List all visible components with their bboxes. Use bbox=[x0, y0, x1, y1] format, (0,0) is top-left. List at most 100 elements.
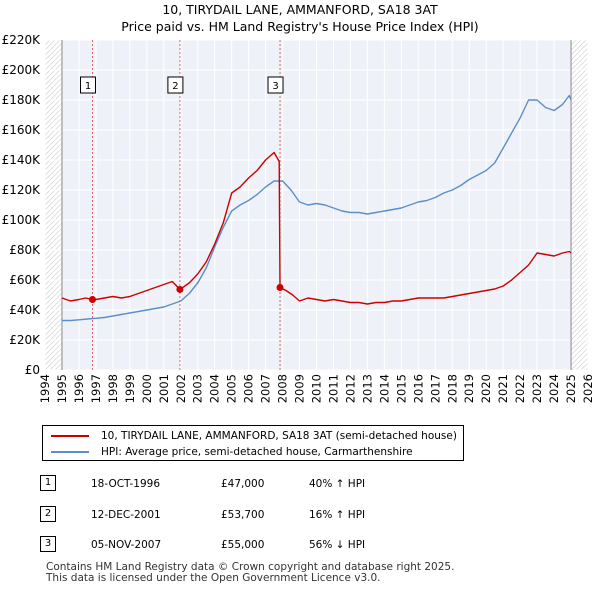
x-tick-label: 2006 bbox=[242, 374, 256, 403]
price-chart: £0 £20K £40K £60K £80K £100K £120K £140K £160K £1… bbox=[2, 33, 595, 403]
hatch-line bbox=[44, 77, 63, 96]
legend: 10, TIRYDAIL LANE, AMMANFORD, SA18 3AT (… bbox=[42, 425, 464, 461]
hatch-line bbox=[44, 182, 63, 201]
x-tick-label: 2003 bbox=[191, 374, 205, 403]
hatch-line bbox=[570, 317, 589, 336]
hatch-line bbox=[570, 217, 589, 236]
hatch-line bbox=[44, 87, 63, 106]
sale-point-1 bbox=[89, 296, 97, 303]
hatch-line bbox=[570, 142, 589, 161]
hatch-line bbox=[570, 82, 589, 101]
x-tick-label: 1996 bbox=[72, 374, 86, 403]
hatch-line bbox=[44, 47, 63, 66]
y-tick-label: £0 bbox=[25, 363, 40, 377]
table-hpi: 40% ↑ HPI bbox=[309, 478, 366, 490]
x-tick-label: 1995 bbox=[55, 374, 69, 403]
y-tick-label: £140K bbox=[2, 153, 42, 167]
hatch-line bbox=[570, 67, 589, 86]
hatch-line bbox=[44, 57, 63, 76]
hatch-line bbox=[570, 102, 589, 121]
hatch-line bbox=[570, 112, 589, 131]
hatch-line bbox=[44, 337, 63, 356]
table-badge: 2 bbox=[40, 506, 56, 522]
x-tick-label: 1997 bbox=[89, 374, 103, 403]
hatch-line bbox=[44, 187, 63, 206]
x-tick-label: 2009 bbox=[293, 374, 307, 403]
x-tick-label: 1994 bbox=[38, 374, 52, 403]
hatch-line bbox=[570, 72, 589, 91]
hatch-line bbox=[570, 247, 589, 266]
hatch-line bbox=[44, 157, 63, 176]
hatch-line bbox=[44, 262, 63, 281]
hatch-line bbox=[570, 87, 589, 106]
table-date: 05-NOV-2007 bbox=[91, 539, 162, 551]
hatch-line bbox=[49, 357, 63, 371]
hatch-line bbox=[570, 117, 589, 136]
hatch-line bbox=[570, 57, 589, 76]
hatch-line bbox=[570, 322, 589, 341]
hatch-line bbox=[44, 332, 63, 351]
hatch-line bbox=[570, 307, 589, 326]
hatch-line bbox=[44, 62, 63, 81]
hatch-line bbox=[570, 92, 589, 111]
y-tick-label: £20K bbox=[9, 333, 41, 347]
x-tick-label: 1998 bbox=[106, 374, 120, 403]
hatch-line bbox=[570, 207, 589, 226]
marker-1-badge bbox=[80, 76, 97, 94]
hatch-line bbox=[570, 192, 589, 211]
x-tick-label: 2017 bbox=[428, 374, 442, 403]
hatch-line bbox=[44, 252, 63, 271]
hatch-line bbox=[570, 152, 589, 171]
hatch-line bbox=[570, 97, 589, 116]
table-badge: 1 bbox=[40, 475, 56, 491]
hatch-line bbox=[570, 202, 589, 221]
hatch-line bbox=[570, 187, 589, 206]
hatch-line bbox=[44, 222, 63, 241]
x-tick-label: 2010 bbox=[310, 374, 324, 403]
hatch-line bbox=[570, 292, 589, 311]
hatch-line bbox=[570, 172, 589, 191]
hatch-line bbox=[44, 162, 63, 181]
hatch-line bbox=[44, 322, 63, 341]
property-series-line bbox=[61, 151, 572, 305]
hatch-line bbox=[44, 302, 63, 321]
hatch-line bbox=[44, 282, 63, 301]
hatch-line bbox=[44, 39, 61, 56]
hatch-line bbox=[570, 327, 589, 346]
x-tick-label: 2013 bbox=[360, 374, 374, 403]
hatch-line bbox=[570, 277, 589, 296]
hatch-line bbox=[575, 357, 589, 371]
hatch-line bbox=[570, 132, 589, 151]
hatch-line bbox=[580, 362, 589, 371]
table-price: £55,000 bbox=[221, 539, 265, 551]
hatch-line bbox=[44, 82, 63, 101]
hatch-line bbox=[570, 272, 589, 291]
hatch-line bbox=[570, 39, 587, 56]
hatch-line bbox=[570, 312, 589, 331]
hatch-line bbox=[44, 147, 63, 166]
hatch-line bbox=[44, 257, 63, 276]
hatch-line bbox=[44, 102, 63, 121]
hatch-line bbox=[44, 307, 63, 326]
hatch-line bbox=[570, 212, 589, 231]
table-date: 18-OCT-1996 bbox=[91, 478, 160, 490]
hatch-line bbox=[44, 42, 63, 61]
hatch-line bbox=[570, 127, 589, 146]
chart-title: 10, TIRYDAIL LANE, AMMANFORD, SA18 3AT bbox=[162, 2, 438, 17]
hatch-line bbox=[44, 107, 63, 126]
x-tick-label: 2014 bbox=[377, 374, 391, 403]
hatch-line bbox=[570, 47, 589, 66]
hatch-line bbox=[44, 202, 63, 221]
hatch-line bbox=[570, 52, 589, 71]
hatch-line bbox=[570, 342, 589, 361]
hatch-line bbox=[44, 242, 63, 261]
chart-subtitle: Price paid vs. HM Land Registry's House … bbox=[121, 19, 479, 34]
hatch-line bbox=[44, 352, 63, 371]
hatch-line bbox=[44, 167, 63, 186]
hatch-line bbox=[44, 327, 63, 346]
table-price: £47,000 bbox=[221, 478, 265, 490]
y-tick-label: £100K bbox=[2, 213, 42, 227]
hatch-line bbox=[44, 237, 63, 256]
hatch-line bbox=[44, 117, 63, 136]
marker-1-label: 1 bbox=[85, 81, 91, 92]
